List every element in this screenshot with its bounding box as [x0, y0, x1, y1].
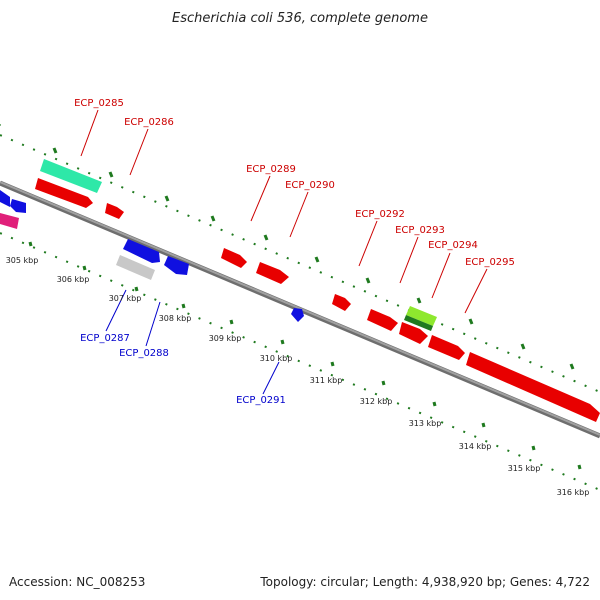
kbp-label: 308 kbp	[159, 314, 192, 323]
leader-line	[80, 109, 99, 157]
leader-line	[358, 220, 378, 267]
tick	[134, 286, 139, 292]
accession-text: Accession: NC_008253	[9, 575, 145, 589]
gene-label-ECP_0287[interactable]: ECP_0287	[80, 333, 130, 344]
kbp-label: 314 kbp	[459, 442, 492, 451]
tick	[164, 195, 170, 202]
gene-label-ECP_0290[interactable]: ECP_0290	[285, 180, 335, 191]
genome-backbone-highlight	[0, 181, 600, 436]
forward-gene-long[interactable]	[466, 352, 600, 422]
tick	[181, 303, 186, 309]
leader-line	[145, 301, 161, 347]
leader-line	[289, 191, 309, 238]
gene-label-ECP_0292[interactable]: ECP_0292	[355, 209, 405, 220]
tick	[381, 380, 386, 386]
leader-line	[105, 289, 127, 332]
genome-summary-text: Topology: circular; Length: 4,938,920 bp…	[259, 575, 590, 589]
leader-line	[464, 268, 488, 314]
gene-label-ECP_0291[interactable]: ECP_0291	[236, 395, 286, 406]
forward-gene-ECP_0289[interactable]	[221, 248, 247, 268]
outer-minor-ticks	[0, 134, 600, 393]
reverse-gene[interactable]	[0, 190, 10, 207]
forward-gene-ECP_0285[interactable]	[35, 178, 93, 208]
tick	[481, 422, 486, 428]
kbp-label: 310 kbp	[260, 354, 293, 363]
gene-label-ECP_0295[interactable]: ECP_0295	[465, 257, 515, 268]
leader-line	[431, 252, 451, 299]
cds-feature-light-green[interactable]	[406, 306, 437, 326]
tick	[314, 256, 320, 263]
map-title: Escherichia coli 536, complete genome	[172, 11, 428, 26]
gene-label-ECP_0289[interactable]: ECP_0289	[246, 164, 296, 175]
reverse-gene-ECP_0287[interactable]	[123, 239, 160, 263]
gene-label-ECP_0294[interactable]: ECP_0294	[428, 240, 478, 251]
leader-line	[129, 128, 149, 176]
kbp-label: 311 kbp	[310, 376, 343, 385]
forward-label-leaders	[80, 109, 488, 314]
kbp-label: 313 kbp	[409, 419, 442, 428]
forward-gene-ECP_0292[interactable]	[332, 294, 351, 311]
gene-label-ECP_0285[interactable]: ECP_0285	[74, 98, 124, 109]
kbp-label: 315 kbp	[508, 464, 541, 473]
kbp-label: 307 kbp	[109, 294, 142, 303]
tick	[82, 265, 87, 271]
forward-gene-ECP_0294[interactable]	[399, 322, 428, 344]
forward-gene-labels: ECP_0285 ECP_0286 ECP_0289 ECP_0290 ECP_…	[74, 98, 515, 268]
kbp-label: 316 kbp	[557, 488, 590, 497]
pseudo-gene-feature[interactable]	[116, 255, 155, 280]
rna-gene[interactable]	[0, 213, 19, 229]
reverse-gene[interactable]	[10, 199, 26, 213]
forward-gene-ECP_0295[interactable]	[428, 335, 465, 360]
tick	[280, 339, 285, 345]
tick	[531, 445, 536, 451]
leader-line	[250, 175, 271, 222]
kbp-label: 306 kbp	[57, 275, 90, 284]
tick	[263, 234, 269, 241]
tick	[210, 215, 216, 222]
tick	[365, 277, 371, 284]
leader-line	[399, 236, 419, 284]
tick	[28, 241, 33, 247]
kbp-label: 305 kbp	[6, 256, 39, 265]
kbp-scale-labels: 305 kbp 306 kbp 307 kbp 308 kbp 309 kbp …	[6, 256, 590, 497]
inner-minor-ticks	[0, 232, 600, 491]
reverse-label-leaders	[105, 289, 280, 395]
tick	[52, 147, 58, 154]
tick	[569, 363, 575, 370]
kbp-label: 309 kbp	[209, 334, 242, 343]
tick	[416, 297, 422, 304]
gene-label-ECP_0293[interactable]: ECP_0293	[395, 225, 445, 236]
forward-gene-ECP_0286[interactable]	[105, 203, 124, 219]
tick	[229, 319, 234, 325]
leader-line	[262, 361, 280, 395]
outer-tick-track	[0, 123, 600, 393]
reverse-gene-ECP_0291[interactable]	[291, 308, 304, 322]
tick	[577, 464, 582, 470]
cds-feature[interactable]	[40, 159, 102, 193]
tick	[468, 318, 474, 325]
reverse-gene-ECP_0288[interactable]	[164, 256, 189, 275]
tick	[432, 401, 437, 407]
reverse-gene-labels: ECP_0287 ECP_0288 ECP_0291	[80, 333, 286, 406]
tick	[520, 343, 526, 350]
gene-label-ECP_0288[interactable]: ECP_0288	[119, 348, 169, 359]
forward-gene-ECP_0290[interactable]	[256, 262, 289, 284]
gene-label-ECP_0286[interactable]: ECP_0286	[124, 117, 174, 128]
tick	[330, 361, 335, 367]
forward-gene-ECP_0293[interactable]	[367, 309, 398, 331]
cds-feature-dark-green[interactable]	[404, 315, 433, 331]
kbp-label: 312 kbp	[360, 397, 393, 406]
inner-tick-track	[0, 232, 600, 491]
tick	[108, 171, 114, 178]
